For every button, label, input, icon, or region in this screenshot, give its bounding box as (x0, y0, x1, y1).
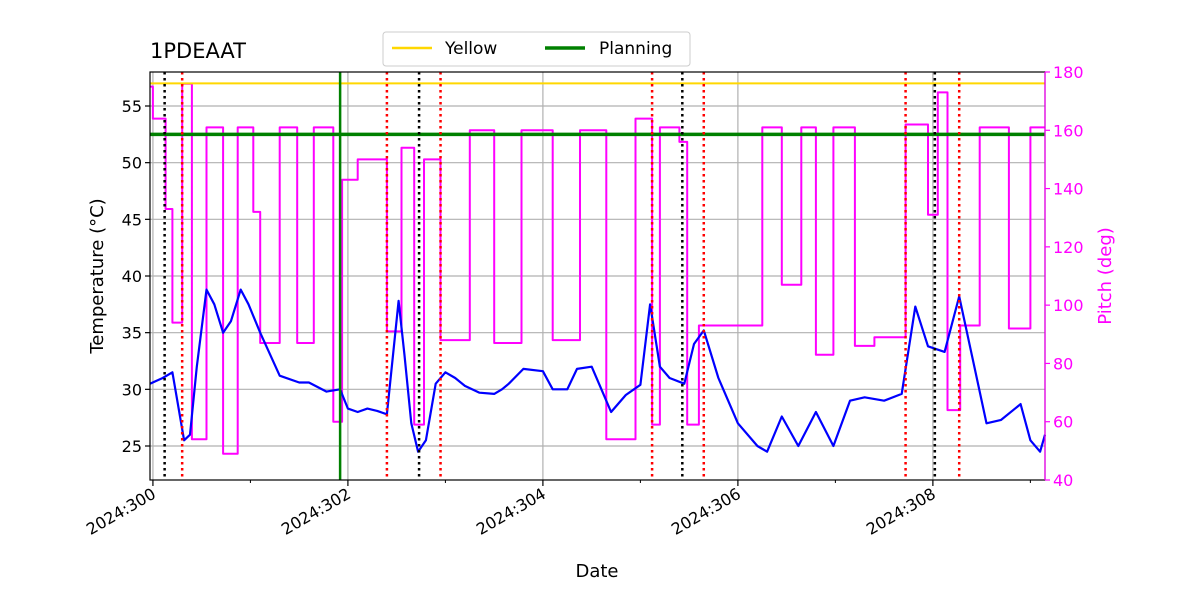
y-tick-label: 30 (122, 380, 142, 399)
y2-tick-label: 180 (1053, 63, 1084, 82)
legend: Yellow Planning (382, 31, 691, 67)
y-tick-label: 55 (122, 97, 142, 116)
data-layer (149, 82, 1047, 455)
pitch-series-line (150, 82, 1045, 455)
y2-tick-label: 80 (1053, 354, 1073, 373)
legend-box (382, 31, 691, 67)
legend-label-yellow: Yellow (444, 39, 497, 59)
x-axis-label: Date (575, 561, 618, 582)
y2-tick-label: 160 (1053, 121, 1084, 140)
chart-title: 1PDEAAT (150, 39, 246, 63)
y-tick-label: 40 (122, 267, 142, 286)
y-tick-label: 35 (122, 324, 142, 343)
y2-tick-label: 100 (1053, 296, 1084, 315)
y-tick-label: 45 (122, 210, 142, 229)
reference-lines-layer (150, 72, 1045, 480)
y2-tick-label: 40 (1053, 471, 1073, 490)
y2-axis-label: Pitch (deg) (1095, 227, 1116, 325)
grid-layer (150, 72, 1045, 480)
temperature-series-line (149, 288, 1047, 453)
y-tick-label: 50 (122, 154, 142, 173)
y-axis-label: Temperature (°C) (87, 198, 108, 354)
y2-tick-label: 120 (1053, 238, 1084, 257)
y2-tick-label: 140 (1053, 180, 1084, 199)
legend-label-planning: Planning (599, 39, 672, 59)
y2-tick-label: 60 (1053, 413, 1073, 432)
y-tick-label: 25 (122, 437, 142, 456)
